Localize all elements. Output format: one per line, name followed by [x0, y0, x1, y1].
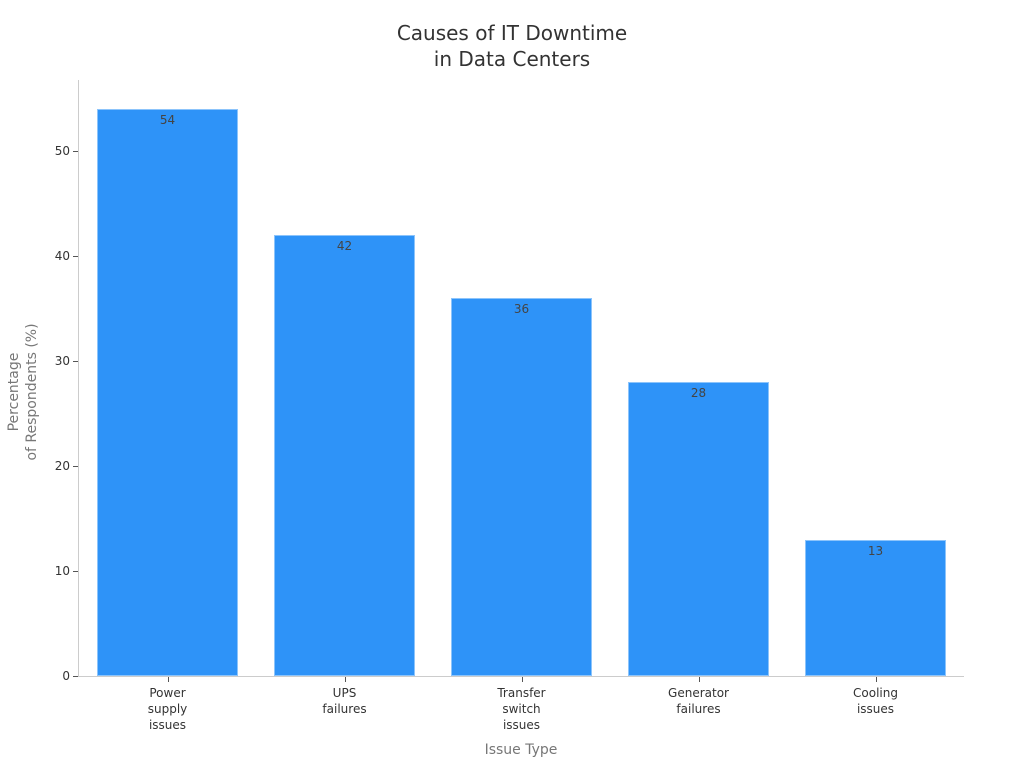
chart-title: Causes of IT Downtime in Data Centers: [0, 20, 1024, 72]
x-axis: [78, 676, 964, 677]
y-tick: [73, 256, 78, 257]
x-tick: [699, 677, 700, 682]
x-axis-label: Issue Type: [484, 742, 558, 758]
y-axis: [78, 80, 79, 677]
y-axis-label: Percentage of Respondents (%): [5, 323, 41, 460]
bar: [805, 539, 946, 676]
y-axis-label-line-1: Percentage: [6, 352, 22, 432]
y-tick-label: 40: [54, 249, 70, 263]
x-tick-label: UPS failures: [322, 686, 367, 716]
bar-value-label: 42: [336, 239, 353, 253]
y-tick-label: 0: [62, 669, 70, 683]
chart-title-line-2: in Data Centers: [433, 47, 591, 71]
y-axis-label-line-2: of Respondents (%): [24, 323, 40, 461]
y-tick: [73, 676, 78, 677]
x-tick: [876, 677, 877, 682]
bar-value-label: 13: [867, 543, 884, 558]
x-tick-label: Cooling issues: [853, 686, 898, 716]
x-tick: [345, 677, 346, 682]
x-tick: [168, 677, 169, 682]
bar: [451, 298, 592, 676]
y-tick-label: 10: [54, 564, 70, 578]
y-tick: [73, 151, 78, 152]
x-tick: [522, 677, 523, 682]
x-tick-label: Transfer switch issues: [497, 686, 546, 732]
bar-value-label: 28: [690, 386, 707, 400]
y-tick-label: 20: [54, 459, 70, 473]
chart-title-line-1: Causes of IT Downtime: [396, 21, 628, 45]
bar: [97, 109, 238, 676]
x-tick-label: Power supply issues: [147, 686, 188, 732]
x-tick-label: Generator failures: [668, 686, 729, 716]
bar-value-label: 54: [159, 113, 176, 127]
bar: [628, 382, 769, 676]
y-tick: [73, 361, 78, 362]
y-tick: [73, 466, 78, 467]
y-tick: [73, 571, 78, 572]
bar: [274, 235, 415, 676]
y-tick-label: 30: [54, 354, 70, 368]
y-tick-label: 50: [54, 144, 70, 158]
bar-value-label: 36: [513, 302, 530, 316]
